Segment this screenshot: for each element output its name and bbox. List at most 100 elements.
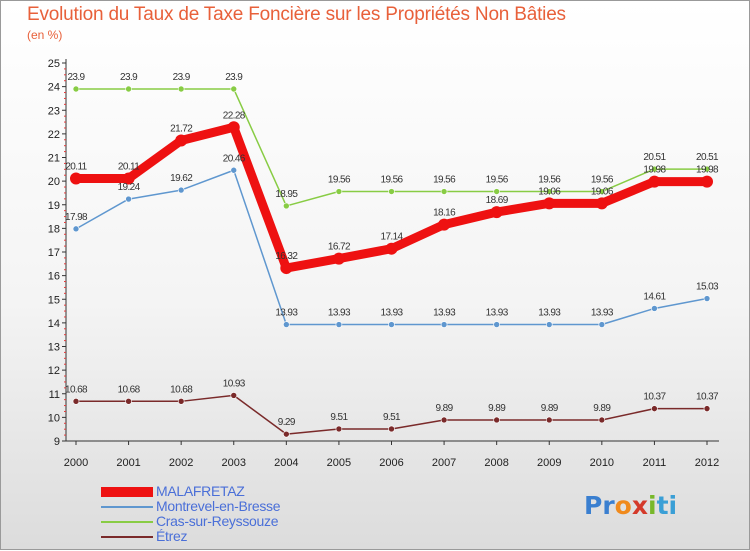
data-point bbox=[280, 262, 293, 275]
data-point bbox=[598, 321, 606, 328]
y-tick-label: 17 bbox=[48, 247, 60, 259]
data-label: 9.29 bbox=[278, 417, 296, 428]
data-point bbox=[651, 165, 658, 173]
data-point bbox=[177, 186, 185, 194]
data-point bbox=[545, 416, 553, 424]
y-minor-tick bbox=[64, 269, 66, 271]
data-label: 18.69 bbox=[486, 195, 509, 206]
data-point bbox=[125, 85, 132, 93]
data-label: 22.28 bbox=[223, 110, 246, 121]
data-point bbox=[177, 85, 185, 93]
y-tick-label: 15 bbox=[48, 294, 60, 306]
data-point bbox=[440, 188, 448, 195]
y-minor-tick bbox=[64, 428, 66, 430]
data-label: 19.56 bbox=[328, 175, 351, 186]
y-minor-tick bbox=[64, 162, 66, 164]
x-tick-label: 2009 bbox=[537, 457, 561, 469]
data-label: 23.9 bbox=[67, 72, 85, 83]
data-point bbox=[545, 321, 553, 328]
y-minor-tick bbox=[64, 351, 66, 353]
data-label: 15.03 bbox=[696, 282, 719, 293]
legend-label-cras: Cras-sur-Reyssouze bbox=[156, 513, 279, 529]
y-minor-tick bbox=[64, 257, 66, 259]
y-minor-tick bbox=[64, 316, 66, 318]
data-point bbox=[283, 202, 290, 210]
data-point bbox=[177, 398, 185, 405]
data-label: 20.11 bbox=[118, 162, 140, 173]
data-label: 10.68 bbox=[65, 384, 88, 395]
y-tick-label: 10 bbox=[48, 412, 60, 424]
proxiti-logo: Proxiti bbox=[584, 491, 677, 520]
data-point bbox=[335, 425, 343, 433]
data-point bbox=[651, 405, 658, 412]
data-label: 23.9 bbox=[225, 72, 243, 83]
logo-part: ti bbox=[656, 491, 678, 520]
legend-swatch-montrevel bbox=[101, 506, 153, 508]
data-label: 19.56 bbox=[538, 175, 561, 186]
x-tick-label: 2005 bbox=[327, 457, 351, 469]
series-layer bbox=[70, 85, 713, 438]
y-minor-tick bbox=[64, 92, 66, 94]
data-point bbox=[703, 295, 711, 302]
data-label: 9.89 bbox=[436, 403, 454, 414]
data-label: 21.72 bbox=[170, 123, 193, 134]
data-label: 18.95 bbox=[275, 189, 298, 200]
data-label: 10.93 bbox=[223, 378, 246, 389]
y-minor-tick bbox=[64, 281, 66, 283]
data-label: 17.14 bbox=[380, 232, 403, 243]
y-minor-tick bbox=[64, 174, 66, 176]
x-tick-label: 2012 bbox=[695, 457, 719, 469]
data-label: 16.72 bbox=[328, 242, 351, 253]
data-label: 19.62 bbox=[170, 173, 193, 184]
x-tick-label: 2001 bbox=[116, 457, 140, 469]
x-tick-label: 2002 bbox=[169, 457, 193, 469]
y-minor-tick bbox=[64, 216, 66, 218]
data-point bbox=[335, 321, 343, 328]
y-tick-label: 22 bbox=[48, 129, 60, 141]
data-label: 9.89 bbox=[541, 403, 559, 414]
y-tick-label: 19 bbox=[48, 200, 60, 212]
y-minor-tick bbox=[64, 399, 66, 401]
data-label: 20.46 bbox=[223, 153, 246, 164]
data-point bbox=[72, 85, 80, 93]
data-label: 19.56 bbox=[591, 175, 614, 186]
y-tick-label: 23 bbox=[48, 105, 60, 117]
data-label: 20.51 bbox=[643, 152, 666, 163]
y-minor-tick bbox=[64, 239, 66, 241]
y-tick-label: 25 bbox=[48, 58, 60, 70]
data-label: 13.93 bbox=[275, 308, 298, 319]
y-minor-tick bbox=[64, 68, 66, 70]
y-minor-tick bbox=[64, 151, 66, 153]
data-label: 19.56 bbox=[486, 175, 509, 186]
data-point bbox=[545, 188, 553, 195]
y-minor-tick bbox=[64, 375, 66, 377]
x-tick-label: 2003 bbox=[222, 457, 246, 469]
y-minor-tick bbox=[64, 115, 66, 117]
y-tick-label: 14 bbox=[48, 318, 60, 330]
data-point bbox=[175, 134, 188, 147]
data-point bbox=[125, 195, 132, 203]
y-minor-tick bbox=[64, 198, 66, 200]
y-tick-label: 16 bbox=[48, 271, 60, 283]
data-label: 20.51 bbox=[696, 152, 719, 163]
data-label: 23.9 bbox=[173, 72, 191, 83]
y-minor-tick bbox=[64, 139, 66, 141]
y-minor-tick bbox=[64, 340, 66, 342]
y-minor-tick bbox=[64, 286, 66, 288]
data-point bbox=[72, 398, 80, 405]
data-label: 10.68 bbox=[118, 384, 141, 395]
axes: 9 10 11 12 13 14 15 16 17 18 19 20 21 22 23 24 25 2000 200… bbox=[48, 58, 719, 469]
legend-label-malafretaz: MALAFRETAZ bbox=[156, 483, 245, 499]
logo-part: x bbox=[631, 491, 648, 520]
data-label: 9.89 bbox=[488, 403, 506, 414]
y-tick-label: 13 bbox=[48, 342, 60, 354]
y-minor-tick bbox=[64, 410, 66, 412]
data-point bbox=[388, 321, 395, 328]
data-point bbox=[125, 398, 132, 405]
y-minor-tick bbox=[64, 387, 66, 389]
logo-part: Pr bbox=[584, 491, 615, 520]
data-point bbox=[388, 188, 395, 195]
logo-part: o bbox=[614, 491, 632, 520]
x-tick-label: 2010 bbox=[590, 457, 614, 469]
data-label: 19.06 bbox=[591, 186, 614, 197]
